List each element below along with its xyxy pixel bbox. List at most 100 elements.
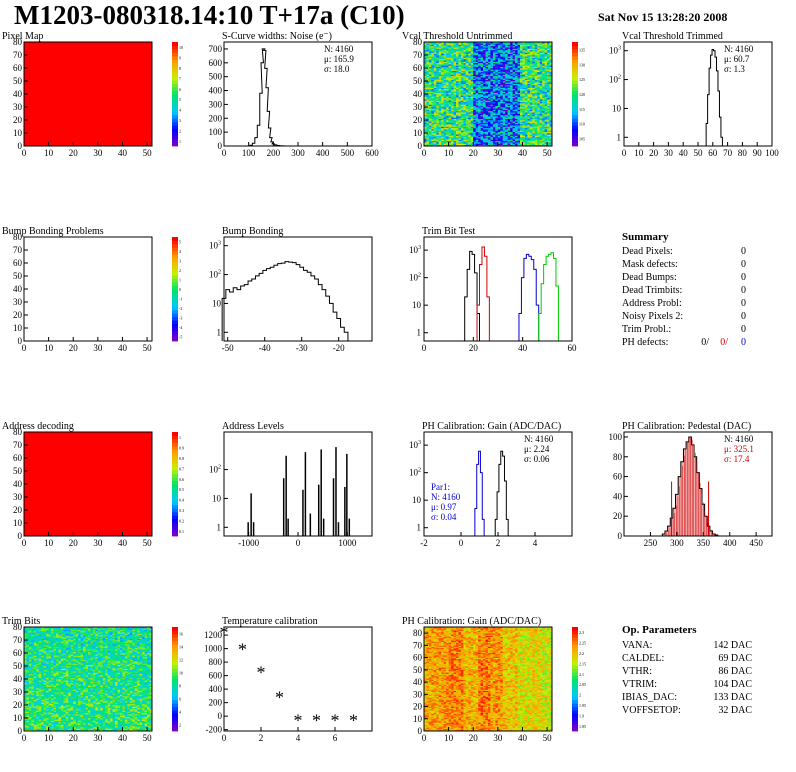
summary-value: 0	[741, 259, 746, 270]
palette-tick-label: 4	[179, 249, 181, 254]
panel-title: PH Calibration: Gain (ADC/DAC)	[422, 421, 561, 432]
y-tick-label: 10	[13, 713, 23, 723]
palette-tick-label: 5	[179, 240, 181, 245]
y-tick-label: 100	[209, 127, 223, 137]
y-tick-label: 50	[13, 466, 23, 476]
plot-frame	[23, 236, 153, 342]
page-date: Sat Nov 15 13:28:20 2008	[598, 10, 728, 24]
summary-value: 0	[741, 311, 746, 322]
panel-pixel-map: Pixel Map 1 2 3 4 5 6 7 8 9 10 0 10 20 30 40 50 0 10 20 30 40…	[2, 31, 183, 158]
y-tick-label: 80	[413, 628, 423, 638]
y-tick-label: 60	[13, 63, 23, 73]
y-tick-label: 1	[217, 327, 222, 337]
op-param-value: 142 DAC	[713, 640, 752, 651]
op-param-label: VANA:	[622, 640, 652, 651]
x-tick-label: 4	[296, 733, 301, 743]
x-tick-label: 70	[723, 148, 733, 158]
heatmap-cells	[424, 42, 553, 147]
y-tick-label: 60	[613, 472, 623, 482]
palette-tick-label: -2	[179, 306, 182, 311]
y-tick-label: 20	[13, 115, 23, 125]
palette-tick-label: 8	[179, 66, 181, 71]
summary-label: Dead Trimbits:	[622, 285, 682, 296]
y-tick-label: 70	[13, 245, 23, 255]
plot-frame	[623, 41, 773, 147]
scatter-point: *	[275, 688, 284, 708]
page-title: M1203-080318.14:10 T+17a (C10)	[14, 0, 405, 30]
x-tick-label: 50	[143, 343, 153, 353]
stats-line: N: 4160	[324, 44, 354, 54]
summary-label: Mask defects:	[622, 259, 678, 270]
scatter-point: *	[294, 711, 303, 731]
y-tick-label: 60	[413, 63, 423, 73]
panel-title: Bump Bonding Problems	[2, 226, 104, 237]
panel-ph-gain: PH Calibration: Gain (ADC/DAC) -2 0 2 4 1 10 10…	[409, 421, 573, 548]
histogram-series-0	[221, 261, 360, 342]
x-tick-label: 0	[222, 148, 227, 158]
summary-label: PH defects:	[622, 337, 668, 348]
x-tick-label: 10	[444, 148, 454, 158]
y-tick-label: 1	[217, 522, 222, 532]
stats-line: N: 4160	[524, 434, 554, 444]
summary-value: 0	[741, 272, 746, 283]
x-tick-label: 30	[93, 343, 103, 353]
x-tick-label: -50	[222, 343, 234, 353]
y-tick-label: 50	[13, 661, 23, 671]
panel-bump-bonding: Bump Bonding -50 -40 -30 -20 1 10 102 103	[209, 226, 373, 353]
palette-tick-label: 0.7	[179, 466, 184, 471]
y-tick-label: 10	[212, 298, 222, 308]
y-tick-label: 102	[409, 468, 421, 478]
summary-label: Dead Bumps:	[622, 272, 677, 283]
palette-tick-label: 1	[179, 435, 181, 440]
palette-tick-label: 2.1	[579, 672, 584, 677]
x-tick-label: 500	[341, 148, 355, 158]
color-palette: 2 4 6 8 10 12 14 16	[172, 627, 183, 732]
y-tick-label: 20	[13, 310, 23, 320]
x-tick-label: 40	[118, 733, 128, 743]
histogram-series-2	[516, 253, 542, 342]
summary-title: Summary	[622, 231, 669, 243]
panel-trim-bits: Trim Bits 2 4 6 8 10 12 14 16 0 10 20 30 40 50 0 10 20 30 4…	[2, 616, 183, 743]
x-tick-label: -40	[259, 343, 271, 353]
x-tick-label: 300	[291, 148, 305, 158]
y-tick-label: 103	[609, 46, 621, 56]
palette-tick-label: 0.4	[179, 498, 184, 503]
heatmap-fill	[24, 432, 152, 536]
y-tick-label: 10	[412, 300, 422, 310]
op-params-title: Op. Parameters	[622, 624, 697, 636]
y-tick-label: 600	[209, 58, 223, 68]
palette-tick-label: 135	[579, 47, 585, 52]
y-tick-label: 80	[613, 452, 623, 462]
x-tick-label: 40	[518, 733, 528, 743]
y-tick-label: 10	[13, 323, 23, 333]
panel-address-decoding: Address decoding 0.1 0.2 0.3 0.4 0.5 0.6 0.7 0.8…	[2, 421, 184, 548]
y-tick-label: 40	[413, 677, 423, 687]
heatmap-cells	[24, 432, 152, 536]
histogram-series-0	[462, 250, 482, 342]
x-tick-label: 100	[765, 148, 779, 158]
y-tick-label: 70	[13, 440, 23, 450]
summary-label: Noisy Pixels 2:	[622, 311, 683, 322]
palette-tick-label: 0.3	[179, 508, 184, 513]
y-tick-label: 70	[413, 640, 423, 650]
summary-label: Dead Pixels:	[622, 246, 673, 257]
y-tick-label: 0	[18, 336, 23, 346]
panel-title: Trim Bits	[2, 616, 40, 627]
stats2-line: N: 4160	[431, 492, 461, 502]
palette-tick-label: 3	[179, 259, 181, 264]
y-tick-label: 102	[209, 465, 221, 475]
palette-tick-label: 2	[179, 128, 181, 133]
y-tick-label: 40	[613, 491, 623, 501]
panel-title: PH Calibration: Pedestal (DAC)	[622, 421, 751, 432]
x-tick-label: 60	[568, 343, 578, 353]
y-tick-label: 400	[209, 684, 223, 694]
y-tick-label: 80	[13, 37, 23, 47]
palette-tick-label: 1	[179, 139, 181, 144]
plot-frame	[423, 236, 573, 342]
ph-defects-blue: 0	[741, 337, 746, 348]
palette-tick-label: 2.2	[579, 651, 584, 656]
x-tick-label: 0	[422, 343, 427, 353]
panel-title: PH Calibration: Gain (ADC/DAC)	[402, 616, 541, 627]
